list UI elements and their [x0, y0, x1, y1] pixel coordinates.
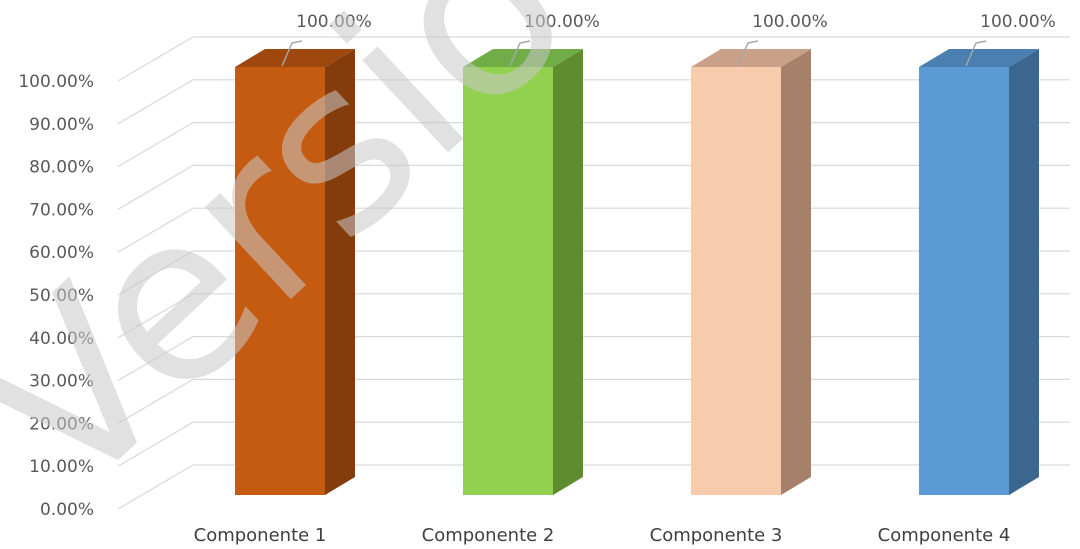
y-tick-label: 100.00%	[18, 72, 94, 92]
data-label: 100.00%	[980, 12, 1056, 32]
bar-front	[691, 67, 781, 495]
data-label: 100.00%	[296, 12, 372, 32]
x-axis-categories: Componente 1 Componente 2 Componente 3 Comp…	[194, 525, 1011, 546]
bar-side	[325, 49, 355, 495]
gridline-10	[117, 36, 1070, 82]
bar-front	[463, 67, 553, 495]
bar-side	[1009, 49, 1039, 495]
bar-front	[235, 67, 325, 495]
data-label-leader	[965, 40, 987, 67]
data-label-leader	[509, 40, 531, 67]
x-category-label: Componente 1	[194, 525, 327, 546]
bar-top	[691, 49, 811, 67]
y-tick-label: 20.00%	[29, 414, 94, 434]
y-tick-label: 30.00%	[29, 372, 94, 392]
bar-top	[919, 49, 1039, 67]
y-tick-label: 70.00%	[29, 200, 94, 220]
y-tick-label: 40.00%	[29, 329, 94, 349]
bar-front	[919, 67, 1009, 495]
y-axis-ticks: 0.00% 10.00% 20.00% 30.00% 40.00% 50.00% 60.00…	[18, 72, 94, 520]
data-label: 100.00%	[524, 12, 600, 32]
x-category-label: Componente 2	[422, 525, 555, 546]
data-label: 100.00%	[752, 12, 828, 32]
y-tick-label: 90.00%	[29, 115, 94, 135]
y-tick-label: 0.00%	[40, 500, 94, 520]
bar-side	[553, 49, 583, 495]
bar-1	[235, 49, 355, 495]
bar-2	[463, 49, 583, 495]
y-tick-label: 80.00%	[29, 158, 94, 178]
data-label-leader	[281, 40, 303, 67]
y-tick-label: 50.00%	[29, 286, 94, 306]
x-category-label: Componente 4	[878, 525, 1011, 546]
data-labels: 100.00% 100.00% 100.00% 100.00%	[281, 12, 1056, 67]
bar-top	[235, 49, 355, 67]
bar-4	[919, 49, 1039, 495]
data-label-leader	[737, 40, 759, 67]
y-tick-label: 10.00%	[29, 457, 94, 477]
y-tick-label: 60.00%	[29, 243, 94, 263]
bar-3	[691, 49, 811, 495]
bar-side	[781, 49, 811, 495]
bars	[235, 49, 1039, 495]
x-category-label: Componente 3	[650, 525, 783, 546]
bar-top	[463, 49, 583, 67]
